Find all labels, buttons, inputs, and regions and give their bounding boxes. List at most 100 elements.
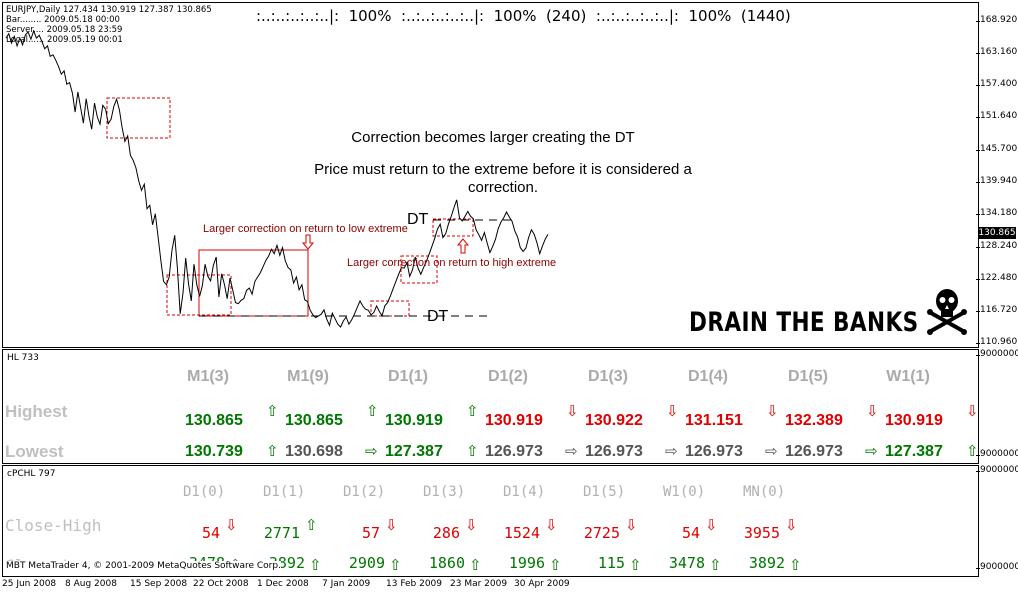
hl-low-arrow-icon: ⇧ bbox=[966, 443, 979, 460]
hl-highest-value: 130.865 bbox=[185, 412, 243, 429]
hl-low-arrow-icon: ⇨ bbox=[765, 443, 778, 460]
hl-lowest-value: 126.973 bbox=[585, 443, 643, 460]
hl-low-arrow-icon: ⇧ bbox=[466, 443, 479, 460]
pchl-close-high-value: 54 bbox=[681, 524, 700, 542]
price-ytick: 116.720 bbox=[975, 305, 1018, 315]
pchl-timeframe-header: MN(0) bbox=[743, 484, 786, 500]
hl-timeframe-header: D1(2) bbox=[487, 368, 528, 385]
pchl-close-high-value: 2725 bbox=[583, 524, 620, 542]
hl-highest-value: 130.919 bbox=[385, 412, 443, 429]
price-ytick: 168.920 bbox=[975, 15, 1018, 25]
highest-label: Highest bbox=[5, 402, 68, 421]
hl-lowest-value: 130.698 bbox=[285, 443, 343, 460]
time-xtick: 25 Jun 2008 bbox=[2, 579, 57, 589]
pchl-close-high-value: 57 bbox=[361, 524, 380, 542]
pchl-timeframe-header: D1(5) bbox=[583, 484, 626, 500]
time-xtick: 8 Aug 2008 bbox=[65, 579, 117, 589]
hl-high-arrow-icon: ⇧ bbox=[466, 403, 479, 420]
pchl-timeframe-header: D1(3) bbox=[423, 484, 466, 500]
hl-low-arrow-icon: ⇨ bbox=[865, 443, 878, 460]
hl-low-arrow-icon: ⇨ bbox=[565, 443, 578, 460]
hl-ytick-top: 9000000 bbox=[975, 349, 1018, 359]
pchl-close-low-value: 3892 bbox=[748, 554, 785, 572]
time-xtick: 15 Sep 2008 bbox=[130, 579, 188, 589]
pchl-timeframe-header: D1(2) bbox=[343, 484, 386, 500]
price-ytick: 139.940 bbox=[975, 176, 1018, 186]
dt-bottom-label: DT bbox=[427, 308, 449, 325]
pchl-close-high-value: 3955 bbox=[743, 524, 780, 542]
pchl-ytick-bottom: 9000000 bbox=[975, 562, 1018, 572]
hl-timeframe-header: W1(1) bbox=[886, 368, 930, 385]
chart-info: EURJPY,Daily 127.434 130.919 127.387 130… bbox=[6, 5, 212, 45]
timeframe-progress-text: :..:..:..:..:..|: 100% :..:..:..:..:..|:… bbox=[256, 7, 791, 25]
current-price-label: 130.865 bbox=[978, 227, 1016, 239]
hl-low-arrow-icon: ⇨ bbox=[665, 443, 678, 460]
dt-top-label: DT bbox=[407, 211, 429, 228]
local-time-line: Local...... 2009.05.19 00:01 bbox=[6, 35, 123, 45]
pchl-close-low-arrow-icon: ⇧ bbox=[309, 557, 322, 574]
note-high-extreme: Larger correction on return to high extr… bbox=[347, 257, 557, 269]
bar-time-line: Bar........ 2009.05.18 00:00 bbox=[6, 15, 120, 25]
hl-high-arrow-icon: ⇩ bbox=[666, 403, 679, 420]
price-ytick: 151.640 bbox=[975, 111, 1018, 121]
price-chart-svg bbox=[5, 29, 967, 335]
hl-highest-value: 132.389 bbox=[785, 412, 843, 429]
pchl-close-high-arrow-icon: ⇩ bbox=[545, 517, 558, 534]
down-arrow-marker-icon bbox=[301, 234, 315, 250]
price-ytick: 110.960 bbox=[975, 337, 1018, 347]
pchl-close-low-value: 2909 bbox=[348, 554, 385, 572]
time-xtick: 13 Feb 2009 bbox=[386, 579, 443, 589]
pchl-close-low-value: 1996 bbox=[508, 554, 545, 572]
annotation-subtitle: Price must return to the extreme before … bbox=[314, 161, 692, 196]
hl-indicator-pane[interactable]: HL 733 Highest Lowest M1(3) 130.865 130.73… bbox=[2, 349, 979, 464]
price-ytick: 134.180 bbox=[975, 208, 1018, 218]
hl-timeframe-header: D1(4) bbox=[687, 368, 728, 385]
time-xtick: 1 Dec 2008 bbox=[257, 579, 309, 589]
pchl-close-low-arrow-icon: ⇧ bbox=[469, 557, 482, 574]
price-chart-pane[interactable]: EURJPY,Daily 127.434 130.919 127.387 130… bbox=[2, 2, 979, 348]
pchl-close-low-arrow-icon: ⇧ bbox=[629, 557, 642, 574]
pchl-timeframe-header: D1(0) bbox=[183, 484, 226, 500]
hl-timeframe-header: D1(1) bbox=[387, 368, 428, 385]
pchl-timeframe-header: W1(0) bbox=[663, 484, 706, 500]
pchl-close-high-arrow-icon: ⇩ bbox=[465, 517, 478, 534]
hl-low-arrow-icon: ⇧ bbox=[266, 443, 279, 460]
price-ytick: 163.160 bbox=[975, 47, 1018, 57]
hl-high-arrow-icon: ⇩ bbox=[566, 403, 579, 420]
hl-timeframe-header: D1(5) bbox=[787, 368, 828, 385]
hl-highest-value: 131.151 bbox=[685, 412, 743, 429]
pchl-indicator-pane[interactable]: cPCHL 797 Close-High Close-Low D1(0)54⇩3… bbox=[2, 465, 979, 577]
range-box-5 bbox=[432, 218, 474, 237]
pchl-close-high-value: 1524 bbox=[503, 524, 540, 542]
pchl-close-high-arrow-icon: ⇩ bbox=[705, 517, 718, 534]
hl-lowest-value: 127.387 bbox=[385, 443, 443, 460]
hl-lowest-value: 130.739 bbox=[185, 443, 243, 460]
price-ytick: 128.240 bbox=[975, 241, 1018, 251]
hl-timeframe-header: M1(9) bbox=[287, 368, 329, 385]
pchl-close-low-arrow-icon: ⇧ bbox=[789, 557, 802, 574]
pchl-ytick-top: 9000000 bbox=[975, 465, 1018, 475]
price-line bbox=[5, 29, 549, 328]
price-ytick: 145.700 bbox=[975, 144, 1018, 154]
hl-lowest-value: 126.973 bbox=[485, 443, 543, 460]
pchl-close-high-arrow-icon: ⇩ bbox=[785, 517, 798, 534]
hl-ytick-bottom: 9000000 bbox=[975, 449, 1018, 459]
pchl-close-low-arrow-icon: ⇧ bbox=[549, 557, 562, 574]
range-box-1 bbox=[106, 97, 171, 139]
hl-low-arrow-icon: ⇨ bbox=[365, 443, 378, 460]
hl-lowest-value: 127.387 bbox=[885, 443, 943, 460]
lowest-label: Lowest bbox=[5, 442, 64, 461]
metatrader-footer: MBT MetaTrader 4, © 2001-2009 MetaQuotes… bbox=[6, 561, 281, 571]
pchl-close-high-arrow-icon: ⇩ bbox=[625, 517, 638, 534]
symbol-line: EURJPY,Daily 127.434 130.919 127.387 130… bbox=[6, 5, 212, 15]
pchl-close-low-value: 1860 bbox=[428, 554, 465, 572]
hl-lowest-value: 126.973 bbox=[785, 443, 843, 460]
pchl-close-high-value: 2771 bbox=[263, 524, 300, 542]
pchl-timeframe-header: D1(4) bbox=[503, 484, 546, 500]
hl-high-arrow-icon: ⇧ bbox=[266, 403, 279, 420]
pchl-close-low-arrow-icon: ⇧ bbox=[389, 557, 402, 574]
time-xtick: 30 Apr 2009 bbox=[514, 579, 570, 589]
annotation-title: Correction becomes larger creating the D… bbox=[351, 129, 635, 146]
time-xtick: 22 Oct 2008 bbox=[193, 579, 249, 589]
pchl-close-low-arrow-icon: ⇧ bbox=[709, 557, 722, 574]
